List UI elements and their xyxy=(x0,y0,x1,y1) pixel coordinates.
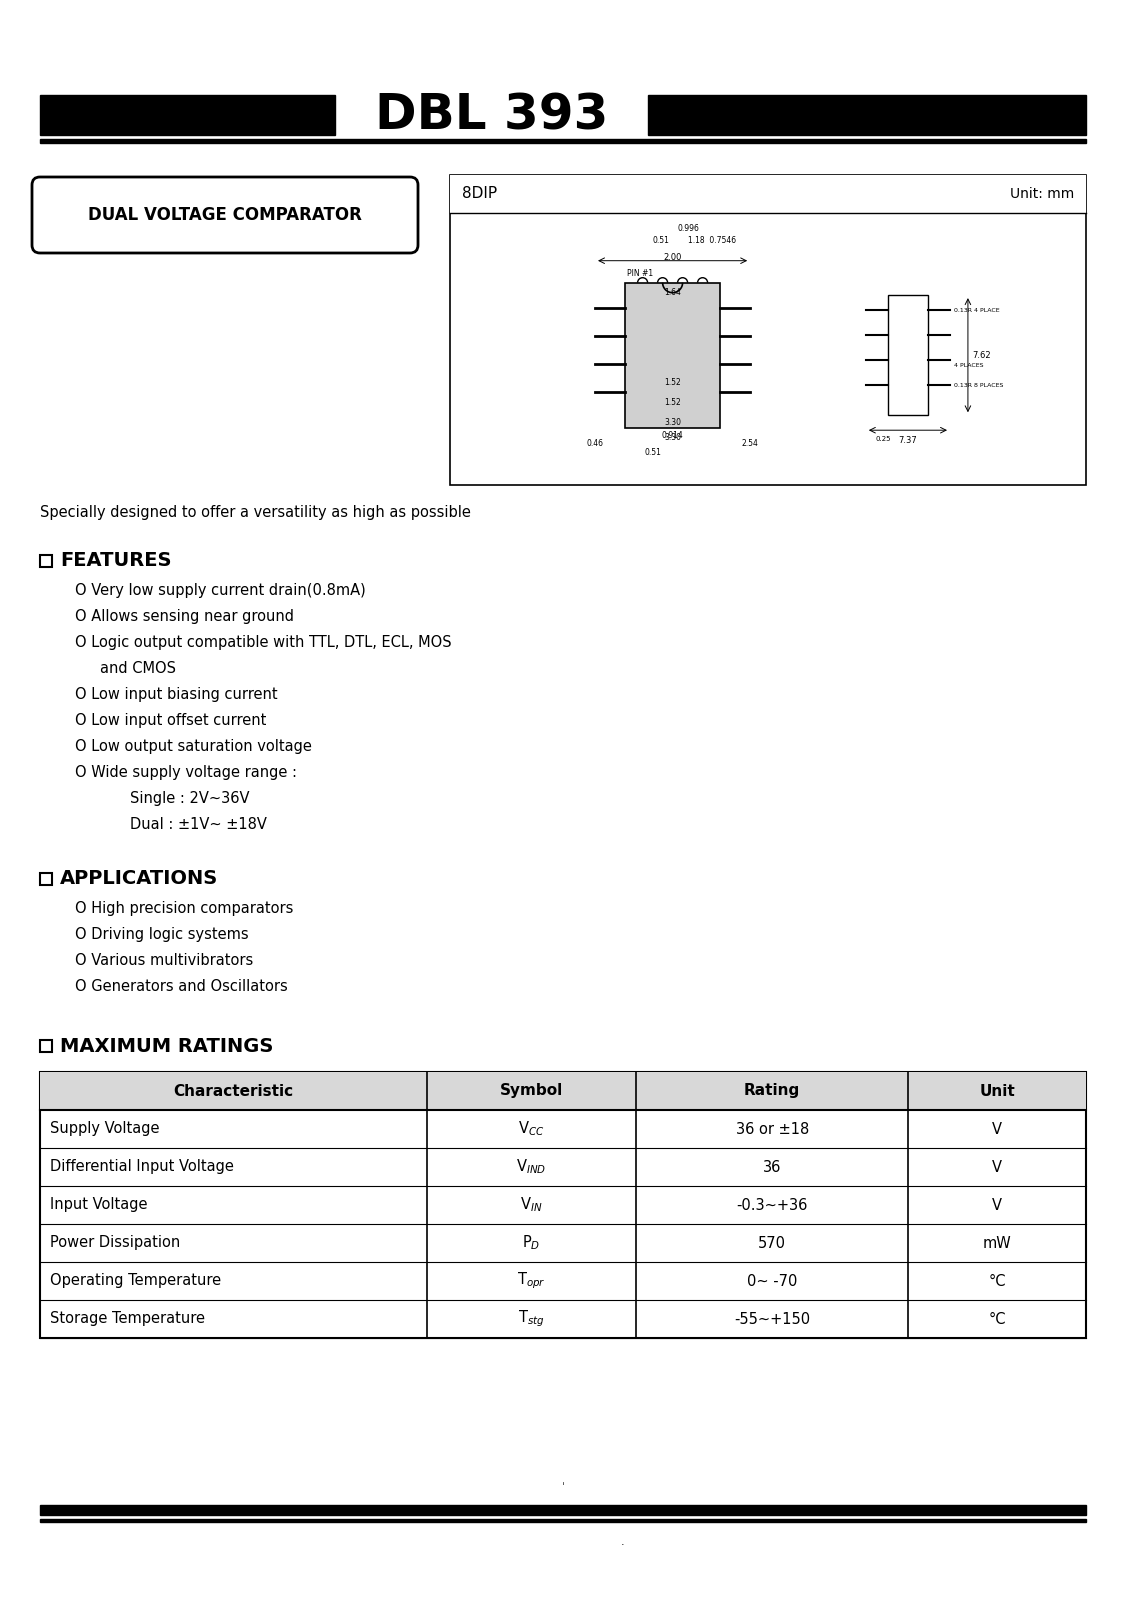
Bar xyxy=(41,1506,1085,1515)
Text: Specially designed to offer a versatility as high as possible: Specially designed to offer a versatilit… xyxy=(41,506,471,520)
Text: 36: 36 xyxy=(763,1160,781,1174)
Text: 0.996: 0.996 xyxy=(678,224,699,232)
Text: 2.00: 2.00 xyxy=(663,253,681,262)
Text: 0.13R 4 PLACE: 0.13R 4 PLACE xyxy=(954,307,1000,312)
Bar xyxy=(450,174,1085,213)
Text: 0.914: 0.914 xyxy=(662,430,683,440)
Text: 0.51: 0.51 xyxy=(644,448,661,458)
Text: 0.51: 0.51 xyxy=(653,235,670,245)
Text: 2.54: 2.54 xyxy=(742,438,759,448)
Text: and CMOS: and CMOS xyxy=(100,661,176,675)
Text: DBL 393: DBL 393 xyxy=(375,91,608,139)
Bar xyxy=(41,555,52,566)
Bar xyxy=(41,874,52,885)
Bar xyxy=(41,139,1085,142)
Text: Single : 2V∼36V: Single : 2V∼36V xyxy=(129,790,250,806)
Text: Unit: Unit xyxy=(980,1083,1015,1099)
Bar xyxy=(41,1518,1085,1522)
Text: 0.46: 0.46 xyxy=(587,438,604,448)
Text: 1.64: 1.64 xyxy=(664,288,681,298)
Text: -0.3∼+36: -0.3∼+36 xyxy=(736,1197,807,1213)
Text: mW: mW xyxy=(983,1235,1011,1251)
Text: O Driving logic systems: O Driving logic systems xyxy=(75,926,249,942)
Text: O Logic output compatible with TTL, DTL, ECL, MOS: O Logic output compatible with TTL, DTL,… xyxy=(75,635,452,650)
FancyBboxPatch shape xyxy=(32,178,418,253)
Text: 7.62: 7.62 xyxy=(972,350,991,360)
Text: 3.30: 3.30 xyxy=(664,418,681,427)
Text: O Allows sensing near ground: O Allows sensing near ground xyxy=(75,610,294,624)
Text: O Low input offset current: O Low input offset current xyxy=(75,714,267,728)
Text: T$_{stg}$: T$_{stg}$ xyxy=(518,1309,545,1330)
Text: PIN #1: PIN #1 xyxy=(627,269,653,278)
Text: V: V xyxy=(992,1122,1002,1136)
Text: T$_{opr}$: T$_{opr}$ xyxy=(517,1270,546,1291)
Text: 4 PLACES: 4 PLACES xyxy=(954,363,983,368)
Text: 3.30: 3.30 xyxy=(664,434,681,442)
Text: O Various multivibrators: O Various multivibrators xyxy=(75,954,253,968)
Bar xyxy=(888,294,928,416)
Text: 0.25: 0.25 xyxy=(875,437,891,442)
Bar xyxy=(41,1072,1085,1338)
Text: ˈ: ˈ xyxy=(562,1482,564,1491)
Text: Supply Voltage: Supply Voltage xyxy=(50,1122,160,1136)
Text: V$_{IND}$: V$_{IND}$ xyxy=(517,1158,547,1176)
Text: V$_{IN}$: V$_{IN}$ xyxy=(520,1195,543,1214)
Text: 7.37: 7.37 xyxy=(899,437,918,445)
Text: 570: 570 xyxy=(758,1235,786,1251)
Text: Rating: Rating xyxy=(744,1083,801,1099)
Text: .: . xyxy=(622,1538,625,1547)
Text: 0∼ -70: 0∼ -70 xyxy=(747,1274,797,1288)
Bar xyxy=(450,174,1085,485)
Text: Symbol: Symbol xyxy=(500,1083,563,1099)
Text: 0.13R 8 PLACES: 0.13R 8 PLACES xyxy=(954,382,1003,387)
Text: O Low input biasing current: O Low input biasing current xyxy=(75,686,278,702)
Text: O Generators and Oscillators: O Generators and Oscillators xyxy=(75,979,288,994)
Text: 1.52: 1.52 xyxy=(664,398,681,408)
Text: 36 or ±18: 36 or ±18 xyxy=(735,1122,808,1136)
Text: Operating Temperature: Operating Temperature xyxy=(50,1274,221,1288)
Bar xyxy=(41,1040,52,1053)
Text: Unit: mm: Unit: mm xyxy=(1010,187,1074,202)
Text: 1.18  0.7546: 1.18 0.7546 xyxy=(688,235,735,245)
Text: P$_{D}$: P$_{D}$ xyxy=(522,1234,540,1253)
Text: °C: °C xyxy=(989,1274,1006,1288)
Text: O Low output saturation voltage: O Low output saturation voltage xyxy=(75,739,312,754)
Text: Power Dissipation: Power Dissipation xyxy=(50,1235,180,1251)
Text: V$_{CC}$: V$_{CC}$ xyxy=(518,1120,545,1138)
Text: Dual : ±1V∼ ±18V: Dual : ±1V∼ ±18V xyxy=(129,818,267,832)
Text: 8DIP: 8DIP xyxy=(462,187,497,202)
Text: 1.52: 1.52 xyxy=(664,378,681,387)
Text: Characteristic: Characteristic xyxy=(173,1083,294,1099)
Bar xyxy=(647,94,1085,134)
Text: -55∼+150: -55∼+150 xyxy=(734,1312,811,1326)
Text: O Wide supply voltage range :: O Wide supply voltage range : xyxy=(75,765,297,781)
Text: MAXIMUM RATINGS: MAXIMUM RATINGS xyxy=(60,1037,274,1056)
Bar xyxy=(625,283,721,427)
Text: O Very low supply current drain(0.8mA): O Very low supply current drain(0.8mA) xyxy=(75,582,366,598)
Bar xyxy=(41,94,336,134)
Text: DUAL VOLTAGE COMPARATOR: DUAL VOLTAGE COMPARATOR xyxy=(88,206,361,224)
Text: Storage Temperature: Storage Temperature xyxy=(50,1312,205,1326)
Bar xyxy=(41,1072,1085,1110)
Text: V: V xyxy=(992,1160,1002,1174)
Text: V: V xyxy=(992,1197,1002,1213)
Text: O High precision comparators: O High precision comparators xyxy=(75,901,294,915)
Text: Differential Input Voltage: Differential Input Voltage xyxy=(50,1160,234,1174)
Text: °C: °C xyxy=(989,1312,1006,1326)
Text: APPLICATIONS: APPLICATIONS xyxy=(60,869,218,888)
Text: Input Voltage: Input Voltage xyxy=(50,1197,148,1213)
Text: FEATURES: FEATURES xyxy=(60,552,171,571)
